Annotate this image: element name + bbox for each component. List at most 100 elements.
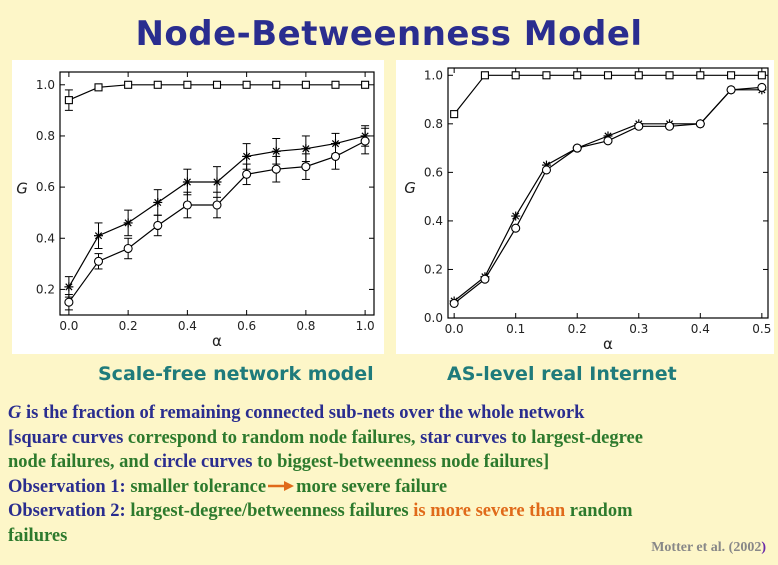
observation-2-a: largest-degree/betweenness failures xyxy=(130,501,414,521)
point-circle xyxy=(153,220,163,231)
caption-scale-free: Scale-free network model xyxy=(98,363,374,385)
point-square xyxy=(573,71,582,80)
chart-panel-left: 0.0 0.2 0.4 0.6 0.8 1.0 0.2 0.4 0.6 0.8 1.0 α G xyxy=(12,60,384,354)
observation-1-label: Observation 1: xyxy=(8,476,131,497)
point-square xyxy=(301,80,310,89)
x-tick-label: 0.0 xyxy=(445,322,464,336)
point-circle xyxy=(695,119,705,129)
observation-2-label: Observation 2: xyxy=(8,501,131,521)
point-square xyxy=(480,71,489,80)
y-tick-label: 0.6 xyxy=(424,165,443,179)
y-tick-label: 0.2 xyxy=(36,282,55,296)
point-circle xyxy=(271,164,281,174)
x-tick-label: 0.2 xyxy=(568,322,587,336)
observation-1-a: smaller tolerance xyxy=(130,476,267,497)
point-square xyxy=(94,83,103,92)
y-tick-label: 1.0 xyxy=(36,78,55,92)
circle-curves-label: circle curves xyxy=(153,452,258,472)
y-tick-label: 0.4 xyxy=(424,214,443,228)
point-square xyxy=(183,80,192,89)
x-tick-label: 0.1 xyxy=(506,322,525,336)
x-tick-label: 0.0 xyxy=(59,319,78,333)
series-line-square xyxy=(453,74,762,115)
citation-paren: ) xyxy=(761,540,766,555)
star-curves-desc-cont: node failures, and xyxy=(8,452,154,472)
chart-panel-right: 0.0 0.1 0.2 0.3 0.4 0.5 0.0 0.2 0.4 0.6 0.8 1.0 α G xyxy=(396,60,774,354)
x-tick-label: 0.4 xyxy=(691,322,710,336)
citation: Motter et al. (2002) xyxy=(651,540,766,556)
point-circle xyxy=(182,200,192,210)
text-line-5: Observation 2: largest-degree/betweennes… xyxy=(8,499,776,524)
point-star xyxy=(301,144,311,154)
caption-as-level: AS-level real Internet xyxy=(447,363,677,385)
y-tick-label: 1.0 xyxy=(424,68,443,82)
text-line-2: [square curves correspond to random node… xyxy=(8,426,776,451)
x-axis-label: α xyxy=(212,332,222,350)
point-square xyxy=(757,71,766,80)
star-stroke xyxy=(512,212,520,220)
series-line-circle xyxy=(453,86,762,304)
text-line-3: node failures, and circle curves to bigg… xyxy=(8,450,776,475)
chart-scale-free: 0.0 0.2 0.4 0.6 0.8 1.0 0.2 0.4 0.6 0.8 1.0 α G xyxy=(16,71,375,350)
point-circle xyxy=(64,297,74,307)
point-circle xyxy=(360,136,370,146)
plot-frame xyxy=(447,67,769,319)
point-circle xyxy=(212,200,222,210)
star-curves-desc: to largest-degree xyxy=(511,427,643,448)
point-square xyxy=(727,71,736,80)
series-line-circle xyxy=(68,140,366,303)
point-square xyxy=(212,80,222,89)
point-circle xyxy=(726,85,736,95)
point-circle xyxy=(757,82,767,92)
chart-as-level: 0.0 0.1 0.2 0.3 0.4 0.5 0.0 0.2 0.4 0.6 0.8 1.0 α G xyxy=(404,67,771,353)
star-stroke xyxy=(272,147,280,155)
star-curves-label: star curves xyxy=(420,427,512,448)
text-line-6: failures xyxy=(8,524,776,549)
point-square xyxy=(361,80,370,89)
point-circle xyxy=(242,169,252,179)
square-curves-desc: correspond to random node failures, xyxy=(127,427,421,448)
series-line-star xyxy=(453,89,762,302)
y-tick-label: 0.0 xyxy=(424,311,443,325)
point-star xyxy=(242,151,252,161)
point-star xyxy=(64,282,74,292)
point-circle xyxy=(330,151,341,161)
y-tick-label: 0.4 xyxy=(36,231,55,245)
point-square xyxy=(124,80,133,89)
point-square xyxy=(665,71,674,80)
point-square xyxy=(542,71,551,80)
x-tick-label: 0.5 xyxy=(752,322,771,336)
point-circle xyxy=(511,223,521,233)
point-circle xyxy=(480,274,490,284)
y-axis-label: G xyxy=(16,180,28,198)
point-circle xyxy=(664,121,675,131)
citation-text: Motter et al. (2002 xyxy=(651,540,762,555)
explanation-text: G is the fraction of remaining connected… xyxy=(8,401,776,548)
star-stroke xyxy=(154,198,162,207)
g-symbol: G xyxy=(8,403,22,423)
y-axis-label: G xyxy=(404,179,416,197)
point-star xyxy=(123,218,133,228)
star-stroke xyxy=(65,283,73,291)
point-star xyxy=(182,177,192,187)
y-tick-label: 0.6 xyxy=(36,180,55,194)
page-title: Node-Betweenness Model xyxy=(135,14,643,54)
text-line-1: G is the fraction of remaining connected… xyxy=(8,401,776,426)
star-stroke xyxy=(302,145,310,153)
point-star xyxy=(511,211,521,221)
point-square xyxy=(242,80,251,89)
y-tick-label: 0.8 xyxy=(36,129,55,143)
point-circle xyxy=(449,298,459,308)
x-tick-label: 0.6 xyxy=(237,319,256,333)
point-square xyxy=(450,110,459,119)
point-square xyxy=(331,80,340,89)
observation-2-b: is more severe than xyxy=(413,501,570,521)
point-square xyxy=(272,80,281,89)
point-star xyxy=(212,177,222,187)
plot-frame xyxy=(59,71,375,316)
star-stroke xyxy=(243,152,251,161)
x-tick-label: 0.8 xyxy=(296,319,315,333)
g-definition: is the fraction of remaining connected s… xyxy=(21,403,585,423)
point-circle xyxy=(572,143,582,153)
y-tick-label: 0.8 xyxy=(424,117,443,131)
